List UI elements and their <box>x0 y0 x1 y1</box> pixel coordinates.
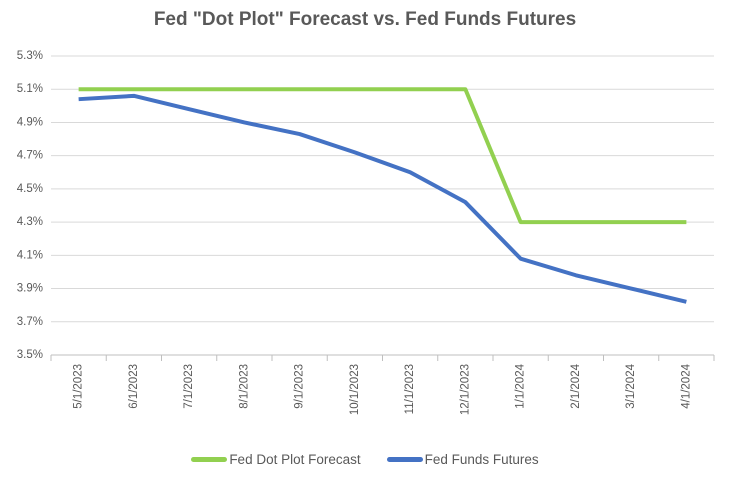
legend-label-fed-dot-plot-forecast: Fed Dot Plot Forecast <box>229 452 361 467</box>
legend-swatch-green-line <box>191 457 228 462</box>
x-axis-label: 4/1/2024 <box>680 363 692 408</box>
x-axis-label: 1/1/2024 <box>515 363 527 408</box>
y-axis-label: 3.7% <box>17 316 43 328</box>
y-axis-label: 3.9% <box>17 283 43 295</box>
x-axis-label: 8/1/2023 <box>238 364 250 409</box>
y-axis-label: 3.5% <box>17 349 43 361</box>
series-line-fed-funds-futures <box>78 93 687 304</box>
legend-item-fed-funds-futures: Fed Funds Futures <box>386 452 539 467</box>
y-axis-label: 5.3% <box>17 50 43 62</box>
y-axis-label: 4.1% <box>17 249 43 261</box>
y-axis-label: 4.5% <box>17 183 43 195</box>
legend-item-fed-dot-plot-forecast: Fed Dot Plot Forecast <box>191 452 361 467</box>
y-axis-label: 5.1% <box>17 83 43 95</box>
x-axis-label: 11/1/2023 <box>404 364 416 414</box>
x-axis-label: 6/1/2023 <box>128 364 140 409</box>
x-axis-label: 12/1/2023 <box>459 364 471 415</box>
x-axis-label: 5/1/2023 <box>73 364 85 409</box>
chart-title: Fed "Dot Plot" Forecast vs. Fed Funds Fu… <box>153 9 577 30</box>
x-axis-label: 7/1/2023 <box>183 364 195 409</box>
series-line-fed-dot-plot-forecast <box>78 87 687 225</box>
y-axis-label: 4.7% <box>17 150 43 162</box>
y-axis-label: 4.3% <box>17 216 43 228</box>
y-axis-label: 4.9% <box>17 116 43 128</box>
x-axis-label: 10/1/2023 <box>349 364 361 415</box>
legend-swatch-blue-line <box>386 457 423 462</box>
x-axis-label: 2/1/2024 <box>570 363 582 408</box>
x-axis-label: 9/1/2023 <box>294 364 306 409</box>
x-axis-label: 3/1/2024 <box>625 363 637 408</box>
legend-label-fed-funds-futures: Fed Funds Futures <box>424 452 539 467</box>
legend: Fed Dot Plot Forecast Fed Funds Futures <box>0 452 730 467</box>
